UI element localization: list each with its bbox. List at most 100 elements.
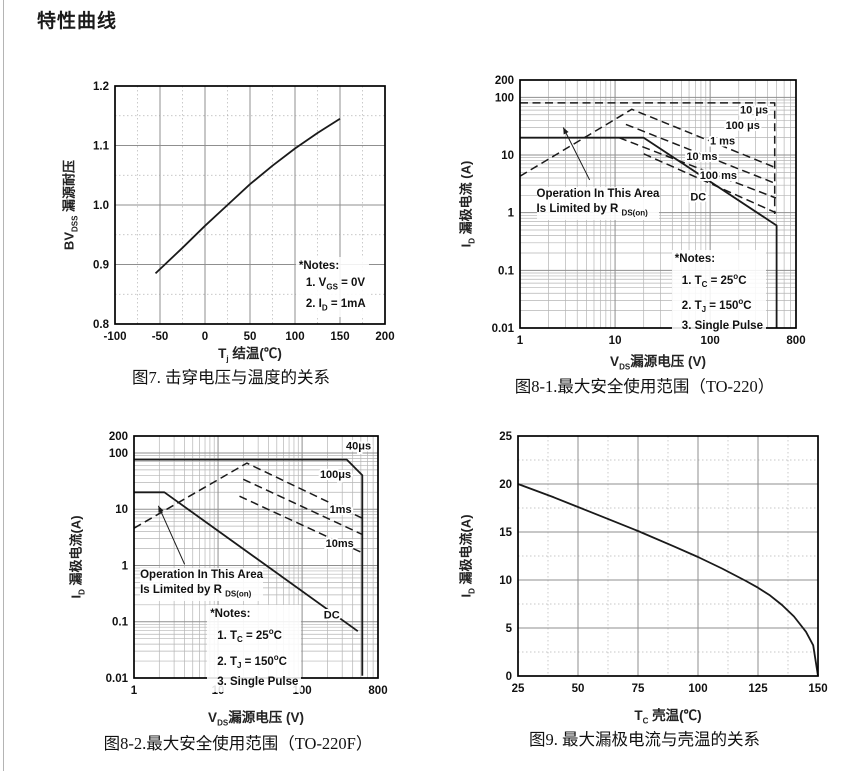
x-tick-label: 10 <box>609 335 622 346</box>
fig8-2-caption: 图8-2.最大安全使用范围（TO-220F） <box>103 734 373 753</box>
y-tick-label: 0.01 <box>492 323 515 335</box>
y-tick-label: 0.1 <box>112 617 129 629</box>
fig7-chart-canvas: -100 -50 0 50 100 150 200 0.8 0.9 1.0 1.1 1.2 <box>93 81 395 340</box>
y-tick-label: 0 <box>506 671 512 683</box>
note-line: 2. TJ = 150oC <box>681 297 752 315</box>
fig8-2-chart-canvas: 40μs100μs1ms10msDC1101008002001001010.10… <box>106 431 388 697</box>
series-pulse-100us <box>519 108 777 177</box>
curve-label: 1 ms <box>710 135 735 147</box>
y-tick-label: 1 <box>508 208 515 220</box>
series-pulse-10ms <box>239 495 363 554</box>
plot-frame <box>519 79 797 329</box>
operation-area-label: Operation In This Area Is Limited by R DS… <box>140 567 263 602</box>
fig9-x-axis-label: TC 壳温(℃) <box>634 708 702 726</box>
operation-area-label-line: Is Limited by R DS(on) <box>140 583 252 599</box>
note-line: 1. TC = 25oC <box>217 627 282 645</box>
curve-label: DC <box>324 609 340 621</box>
fig7-caption: 图7. 击穿电压与温度的关系 <box>132 368 330 387</box>
x-tick-label: 1 <box>517 335 524 346</box>
y-tick-label: 200 <box>495 75 514 87</box>
x-tick-label: 150 <box>808 683 827 695</box>
x-tick-label: -100 <box>103 331 126 340</box>
operation-area-arrow <box>157 505 186 565</box>
curve-label: 10ms <box>326 538 354 550</box>
page-title: 特性曲线 <box>37 11 118 32</box>
operation-area-arrowhead <box>563 127 569 135</box>
series-id-vs-tc <box>517 483 819 677</box>
page-left-border <box>3 0 4 771</box>
y-tick-label: 1 <box>122 560 129 572</box>
y-tick-label: 20 <box>499 479 512 491</box>
y-tick-label: 1.1 <box>93 141 110 153</box>
y-tick-label: 100 <box>109 448 128 460</box>
series-bvdss-vs-tj <box>154 117 341 275</box>
x-tick-label: 0 <box>202 331 208 340</box>
y-tick-label: 10 <box>499 575 512 587</box>
y-tick-label: 10 <box>501 150 514 162</box>
plot-frame <box>114 85 386 325</box>
y-tick-label: 10 <box>115 504 128 516</box>
y-tick-label: 100 <box>495 92 514 104</box>
y-tick-label: 25 <box>499 431 512 443</box>
y-tick-label: 0.1 <box>498 265 515 277</box>
y-tick-label: 200 <box>109 431 128 443</box>
fig8-1-x-axis-label: VDS漏源电压 (V) <box>610 354 706 372</box>
note-line: *Notes: <box>674 252 716 265</box>
figure-9-max-drain-current-vs-case-temperature: ID 漏极电流(A) 25 50 75 100 125 150 0 5 10 15 20 25 TC … <box>452 422 837 752</box>
series-pulse-1ms <box>242 478 363 535</box>
series-dc-limit <box>520 136 778 328</box>
curve-label: 1ms <box>330 504 352 516</box>
operation-area-label-line: Operation In This Area <box>140 568 263 581</box>
x-tick-label: 125 <box>748 683 768 695</box>
series-pulse-40us <box>134 458 364 676</box>
figure-8-2-soa-to220f: ID 漏极电流(A) 40μs100μs1ms10msDC11010080020… <box>62 422 414 767</box>
notes-block: *Notes: 1. VGS = 0V 2. ID = 1mA <box>295 257 369 317</box>
x-tick-label: 100 <box>285 331 304 340</box>
note-line: *Notes: <box>210 608 251 621</box>
x-tick-label: 200 <box>375 331 394 340</box>
y-tick-label: 0.9 <box>93 260 109 272</box>
fig8-2-x-axis-label: VDS漏源电压 (V) <box>208 710 304 728</box>
series-pulse-10ms <box>618 136 777 199</box>
operation-area-arrowhead <box>158 505 164 513</box>
curve-label: 10 ms <box>686 151 717 163</box>
note-line: 2. ID = 1mA <box>305 297 366 312</box>
fig8-1-caption: 图8-1.最大安全使用范围（TO-220） <box>514 377 775 396</box>
fig7-x-axis-label: Tj 结温(℃) <box>218 346 282 364</box>
series-pulse-1ms <box>625 123 777 185</box>
curve-label: DC <box>690 192 706 204</box>
operation-area-label-line: Operation In This Area <box>536 187 660 200</box>
x-tick-label: 50 <box>244 331 257 340</box>
y-tick-label: 1.2 <box>93 81 109 93</box>
operation-area-label-line: Is Limited by R DS(on) <box>536 202 648 217</box>
curve-label: 100 ms <box>700 170 737 182</box>
note-line: *Notes: <box>298 260 340 273</box>
figure-8-1-soa-to220: ID 漏极电流 (A) 10 μs 100 μs 1 ms 10 ms 100 ms DC… <box>452 68 837 403</box>
x-tick-label: 100 <box>701 335 720 346</box>
curve-label: 100μs <box>320 469 351 481</box>
x-tick-label: 800 <box>368 685 387 697</box>
y-tick-label: 15 <box>499 527 512 539</box>
figure-7-breakdown-voltage-vs-temperature: BVDSS 漏源耐压 -100 -50 0 50 100 150 200 0.8 0.9 1.0 1… <box>55 72 407 402</box>
note-line: 3. Single Pulse <box>681 320 763 333</box>
plot-frame <box>517 435 819 677</box>
x-tick-label: 25 <box>512 683 525 695</box>
fig9-caption: 图9. 最大漏极电流与壳温的关系 <box>529 730 760 749</box>
operation-area-arrow <box>562 127 591 181</box>
x-tick-label: 50 <box>572 683 585 695</box>
curve-label: 100 μs <box>726 120 760 132</box>
curve-label: 40μs <box>346 441 371 453</box>
x-tick-label: -50 <box>152 331 169 340</box>
series-pulse-100us <box>133 462 363 529</box>
note-line: 2. TJ = 150oC <box>217 652 287 670</box>
note-line: 1. TC = 25oC <box>681 271 747 289</box>
note-line: 1. VGS = 0V <box>305 277 366 292</box>
notes-block: *Notes: 1. TC = 25oC 2. TJ = 150oC 3. Singl… <box>207 605 302 692</box>
x-tick-label: 100 <box>688 683 707 695</box>
x-tick-label: 800 <box>786 335 805 346</box>
y-tick-label: 5 <box>506 623 513 635</box>
fig9-chart-canvas: 25 50 75 100 125 150 0 5 10 15 20 25 <box>499 431 827 695</box>
y-tick-label: 1.0 <box>93 200 109 212</box>
note-line: 3. Single Pulse <box>217 675 299 688</box>
